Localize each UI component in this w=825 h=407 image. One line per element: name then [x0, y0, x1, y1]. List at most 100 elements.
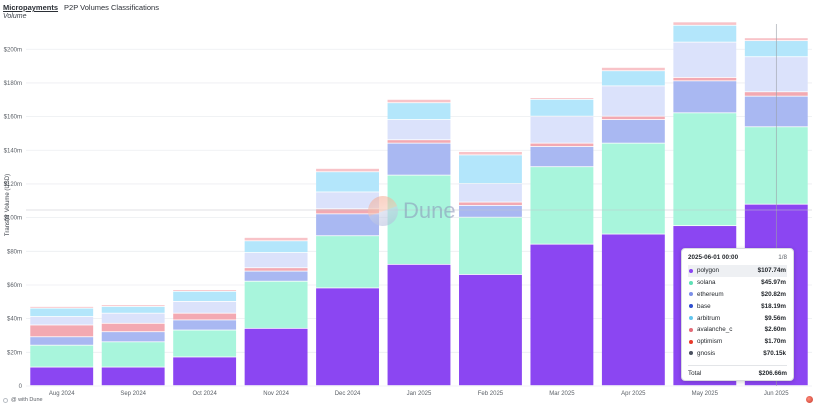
bar-segment	[673, 42, 737, 78]
bar-segment	[101, 305, 165, 307]
x-tick-label: Mar 2025	[549, 391, 575, 397]
tooltip-total-value: $206.66m	[758, 370, 787, 378]
tooltip-series-name: ethereum	[697, 290, 724, 298]
bar-segment	[173, 301, 237, 313]
bar-segment	[459, 202, 522, 206]
bar-segment	[101, 367, 165, 386]
status-icon[interactable]	[806, 396, 813, 403]
bar-segment	[173, 313, 237, 320]
bar-segment	[601, 86, 665, 116]
chart-tooltip: 2025-06-01 00:00 1/8 polygon $107.74m sola…	[681, 248, 794, 381]
bar-segment	[459, 183, 522, 202]
bar-segment	[316, 236, 379, 288]
tooltip-series-value: $20.82m	[761, 290, 786, 298]
bar-segment	[530, 244, 594, 386]
footer: @ with Dune	[3, 397, 43, 403]
bar-segment	[101, 342, 165, 367]
bar-segment	[387, 264, 451, 386]
bar-segment	[459, 155, 522, 184]
series-dot-icon	[689, 292, 693, 297]
bar-segment	[244, 241, 308, 253]
series-dot-icon	[689, 351, 693, 356]
bar-segment	[316, 192, 379, 209]
y-tick-label: $100m	[4, 216, 22, 222]
bar-segment	[30, 316, 94, 325]
bar-segment	[173, 357, 237, 386]
tooltip-series-name: polygon	[697, 267, 720, 275]
bar-segment	[601, 119, 665, 143]
bar-segment	[244, 328, 308, 386]
tooltip-series-value: $1.70m	[764, 338, 786, 346]
bar-segment	[244, 252, 308, 268]
bar-segment	[530, 116, 594, 143]
tooltip-series-value: $9.56m	[764, 314, 786, 322]
bar-segment	[173, 291, 237, 302]
bar-segment	[530, 99, 594, 116]
bar-segment	[530, 167, 594, 244]
y-tick-label: $200m	[4, 47, 22, 53]
bar-segment	[30, 308, 94, 317]
bar-segment	[459, 217, 522, 275]
tooltip-series-name: gnosis	[697, 349, 716, 357]
bar-segment	[30, 306, 94, 308]
bar-segment	[316, 288, 379, 386]
bar-segment	[30, 367, 94, 386]
series-dot-icon	[689, 339, 693, 344]
tooltip-row-avalanche-c: avalanche_c $2.60m	[688, 324, 787, 336]
bar-segment	[244, 281, 308, 328]
bar-segment	[30, 345, 94, 367]
bar-segment	[601, 116, 665, 120]
bar-segment	[387, 143, 451, 175]
footer-text[interactable]: @ with Dune	[11, 397, 43, 403]
bar-segment	[387, 103, 451, 120]
dashboard-tabs: Micropayments P2P Volumes Classification…	[3, 3, 159, 12]
tooltip-row-base: base $18.19m	[688, 300, 787, 312]
tooltip-row-polygon: polygon $107.74m	[688, 265, 787, 277]
bar-segment	[530, 143, 594, 147]
bar-segment	[173, 330, 237, 357]
tooltip-row-gnosis: gnosis $70.15k	[688, 348, 787, 360]
x-tick-label: Jun 2025	[764, 391, 789, 397]
bar-segment	[459, 205, 522, 217]
tooltip-series-value: $70.15k	[763, 349, 786, 357]
x-tick-label: Aug 2024	[49, 391, 75, 397]
tooltip-row-arbitrum: arbitrum $9.56m	[688, 312, 787, 324]
bar-segment	[601, 143, 665, 234]
y-tick-label: 0	[19, 384, 23, 390]
tooltip-page[interactable]: 1/8	[778, 254, 787, 261]
x-tick-label: Jan 2025	[407, 391, 432, 397]
tooltip-series-name: optimism	[697, 338, 723, 346]
bar-segment	[530, 146, 594, 167]
y-tick-label: $80m	[7, 249, 22, 255]
tooltip-series-name: base	[697, 302, 711, 310]
x-tick-label: Apr 2025	[621, 391, 646, 397]
bar-segment	[316, 172, 379, 192]
x-tick-label: Dec 2024	[335, 391, 361, 397]
tooltip-series-value: $107.74m	[757, 267, 786, 275]
dune-watermark: Dune	[368, 196, 456, 226]
x-tick-label: Nov 2024	[263, 391, 289, 397]
y-tick-label: $140m	[4, 148, 22, 154]
bar-segment	[459, 151, 522, 155]
tooltip-series-name: arbitrum	[697, 314, 721, 322]
bar-segment	[101, 332, 165, 342]
tab-micropayments[interactable]: Micropayments	[3, 3, 59, 12]
tooltip-series-name: avalanche_c	[697, 326, 733, 334]
tab-p2p-volumes-classifications[interactable]: P2P Volumes Classifications	[64, 3, 159, 12]
bar-segment	[173, 320, 237, 330]
bar-segment	[673, 113, 737, 226]
x-tick-label: May 2025	[692, 391, 719, 397]
y-axis-label: Transfer Volume (USD)	[5, 174, 11, 236]
bar-segment	[601, 234, 665, 386]
bar-segment	[530, 98, 594, 99]
bar-segment	[101, 313, 165, 323]
bar-segment	[673, 22, 737, 25]
tooltip-total-label: Total	[688, 370, 702, 378]
tooltip-header: 2025-06-01 00:00 1/8	[688, 254, 787, 261]
bar-segment	[316, 214, 379, 236]
y-tick-label: $40m	[7, 317, 22, 323]
tooltip-series-value: $45.97m	[761, 279, 786, 287]
bar-segment	[387, 99, 451, 103]
tooltip-rows: polygon $107.74m solana $45.97m ethereum $20.…	[688, 265, 787, 359]
